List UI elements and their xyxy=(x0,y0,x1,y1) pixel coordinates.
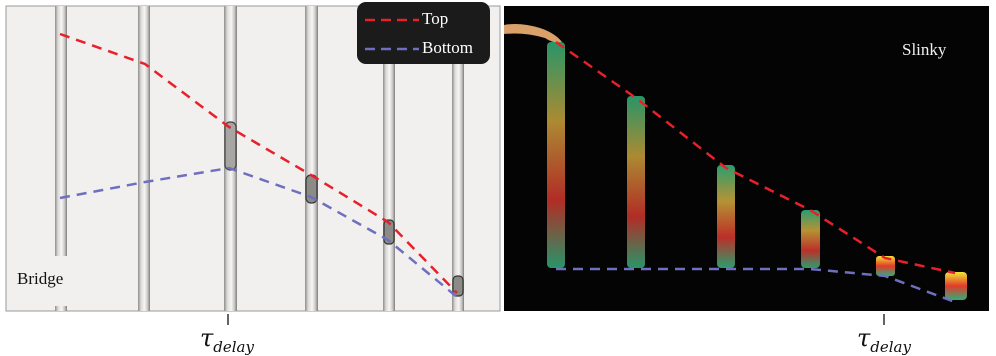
slinky-top-trace xyxy=(555,40,956,275)
tau-subscript: delay xyxy=(870,338,911,356)
slinky-coil xyxy=(547,42,565,268)
slinky-panel xyxy=(504,6,989,311)
slinky-coil xyxy=(717,165,735,268)
bridge-top-trace xyxy=(59,32,458,294)
tau-symbol: τ xyxy=(200,324,214,352)
slinky-coil xyxy=(876,256,895,276)
hand-shape xyxy=(504,24,562,43)
slinky-coil xyxy=(945,272,967,300)
legend: Top Bottom xyxy=(357,2,490,64)
tau-delay-left: τdelay xyxy=(200,324,254,356)
legend-label-bottom: Bottom xyxy=(422,38,474,57)
slinky-coil xyxy=(627,96,645,268)
tau-delay-right: τdelay xyxy=(857,324,911,356)
legend-swatch-top xyxy=(365,18,419,22)
slinky-background xyxy=(504,6,989,311)
bridge-label: Bridge xyxy=(10,256,90,306)
bridge-tube xyxy=(305,6,318,311)
bridge-tube xyxy=(138,6,150,311)
slinky-bottom-trace xyxy=(556,267,956,304)
bridge-bottom-trace xyxy=(59,166,458,298)
legend-item-bottom: Bottom xyxy=(357,35,490,61)
legend-swatch-bottom xyxy=(365,47,419,51)
slinky-label: Slinky xyxy=(902,40,947,59)
slinky-coil xyxy=(801,210,820,268)
liquid-bridge xyxy=(224,121,237,171)
tau-subscript: delay xyxy=(213,338,254,356)
bridge-tube xyxy=(55,6,67,311)
tau-symbol: τ xyxy=(857,324,871,352)
legend-item-top: Top xyxy=(357,6,490,32)
bridge-tube xyxy=(452,6,464,311)
legend-label-top: Top xyxy=(422,9,449,28)
liquid-bridge xyxy=(452,275,464,297)
